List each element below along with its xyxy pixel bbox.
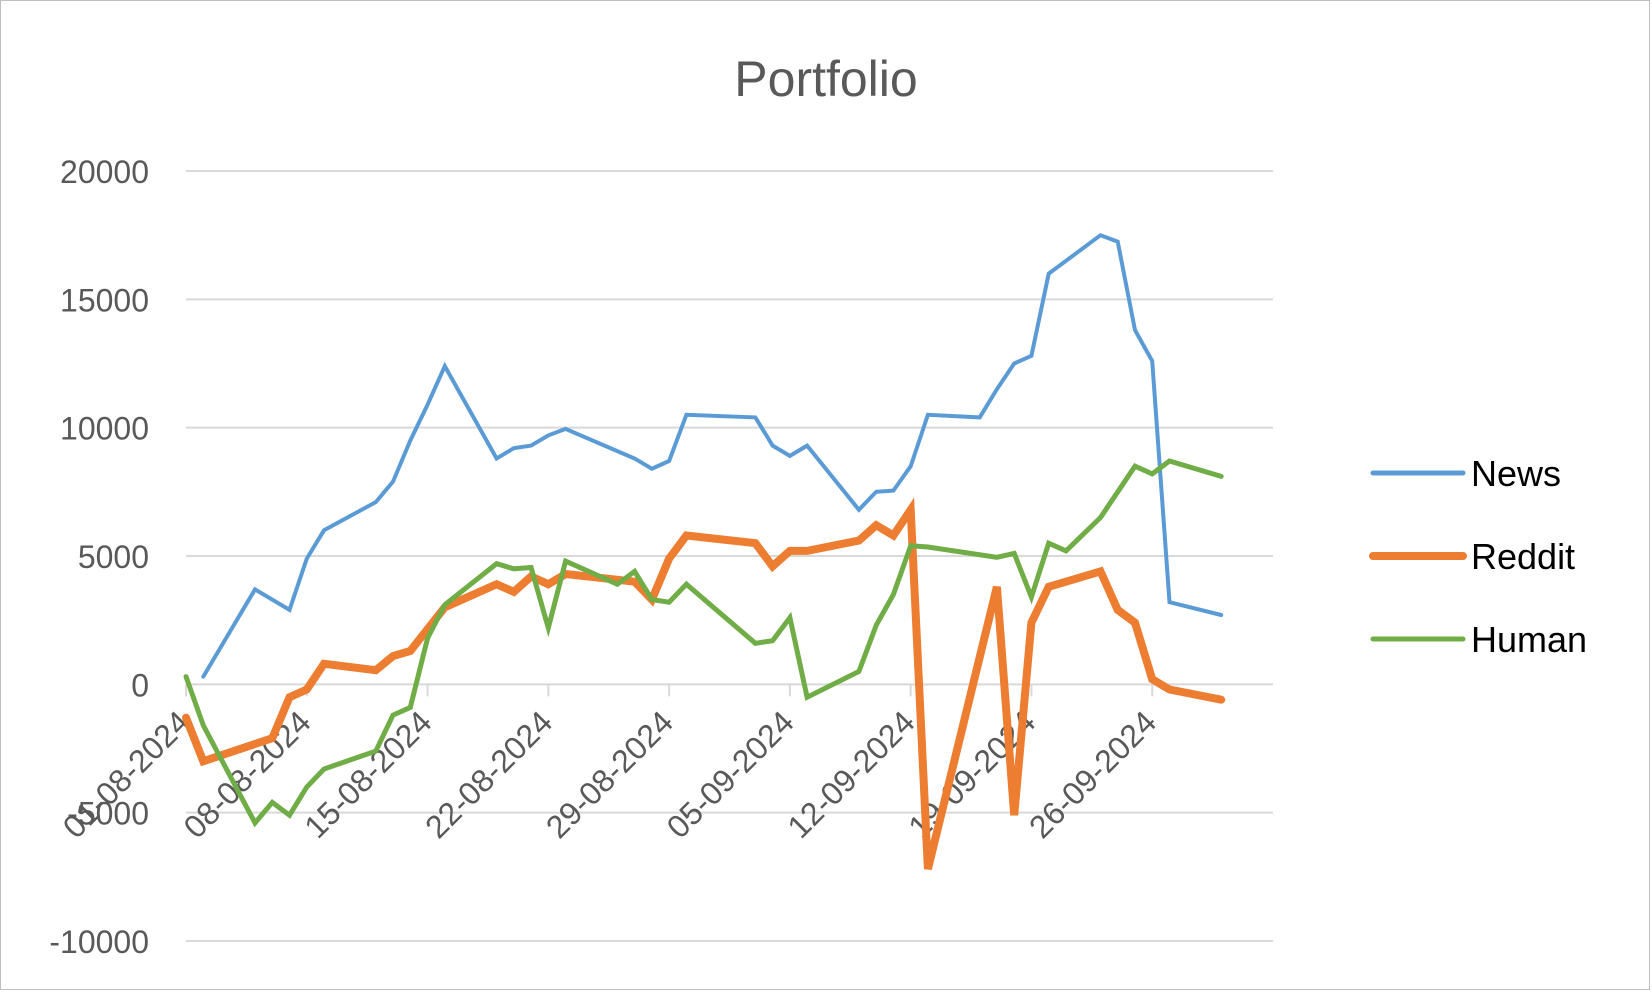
legend-label-news: News	[1471, 453, 1561, 494]
series-line-news	[201, 232, 1224, 679]
y-tick-label: -5000	[67, 796, 149, 832]
x-tick-label: 29-08-2024	[539, 704, 680, 845]
y-tick-label: -10000	[49, 924, 149, 960]
y-tick-label: 20000	[60, 154, 149, 190]
y-tick-label: 10000	[60, 411, 149, 447]
legend-label-human: Human	[1471, 619, 1587, 660]
x-tick-label: 08-08-2024	[177, 704, 318, 845]
y-tick-label: 15000	[60, 282, 149, 318]
x-tick-label: 22-08-2024	[418, 704, 559, 845]
series-line-reddit	[182, 497, 1226, 871]
x-tick-label: 12-09-2024	[780, 704, 921, 845]
gridlines	[185, 170, 1273, 942]
x-axis-tick-labels: 01-08-202408-08-202415-08-202422-08-2024…	[56, 704, 1163, 845]
y-tick-label: 5000	[78, 539, 149, 575]
x-tick-label: 05-09-2024	[660, 704, 801, 845]
legend: News Reddit Human	[1369, 453, 1587, 660]
chart-title: Portfolio	[734, 51, 917, 107]
y-tick-label: 0	[131, 667, 149, 703]
legend-label-reddit: Reddit	[1471, 536, 1575, 577]
series-lines	[182, 232, 1226, 871]
x-tick-label: 26-09-2024	[1022, 704, 1163, 845]
y-axis-tick-labels: 20000 15000 10000 5000 0 -5000 -10000	[49, 154, 149, 960]
series-line-human	[183, 458, 1224, 828]
